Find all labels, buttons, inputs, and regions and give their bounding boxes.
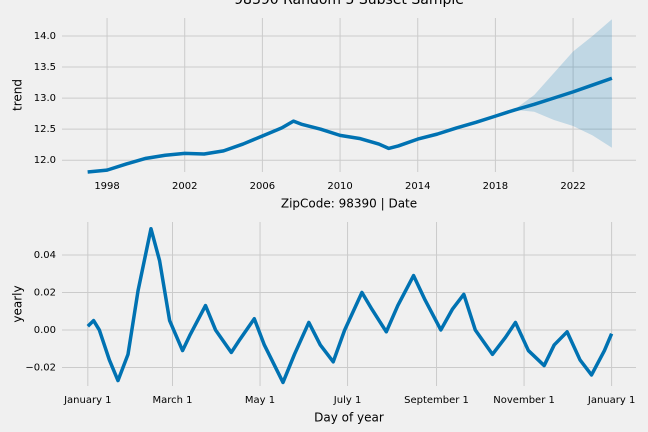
x-axis-label: Day of year xyxy=(314,411,384,425)
line xyxy=(87,76,613,174)
y-tick-label: 13.0 xyxy=(34,93,56,104)
x-tick-label: January 1 xyxy=(63,395,111,406)
y-tick-label: 0.00 xyxy=(34,325,56,336)
x-axis-label: ZipCode: 98390 | Date xyxy=(281,197,417,211)
x-tick-label: November 1 xyxy=(493,395,555,406)
y-tick-label: 12.0 xyxy=(34,155,56,166)
y-tick-label: 0.02 xyxy=(34,287,56,298)
x-tick-label: March 1 xyxy=(152,395,192,406)
x-tick-label: 1998 xyxy=(94,181,119,192)
x-tick-label: 2002 xyxy=(172,181,197,192)
y-tick-label: 14.0 xyxy=(34,31,56,42)
y-tick-label: −0.02 xyxy=(25,362,56,373)
x-tick-label: 2022 xyxy=(560,181,585,192)
y-tick-label: 13.5 xyxy=(34,62,56,73)
y-axis-label: yearly xyxy=(11,285,25,322)
y-axis-label: trend xyxy=(11,79,25,111)
x-tick-label: 2006 xyxy=(250,181,275,192)
x-tick-label: September 1 xyxy=(404,395,469,406)
x-tick-label: July 1 xyxy=(333,395,362,406)
chart-title: 98390 Random 5 Subset Sample xyxy=(234,0,464,8)
x-tick-label: 2014 xyxy=(405,181,430,192)
y-tick-label: 12.5 xyxy=(34,124,56,135)
x-tick-label: 2018 xyxy=(483,181,508,192)
line xyxy=(86,226,614,385)
x-tick-label: 2010 xyxy=(327,181,352,192)
x-tick-label: January 1 xyxy=(587,395,635,406)
y-tick-label: 0.04 xyxy=(34,250,56,261)
uncertainty-band xyxy=(514,19,612,148)
x-tick-label: May 1 xyxy=(245,395,275,406)
